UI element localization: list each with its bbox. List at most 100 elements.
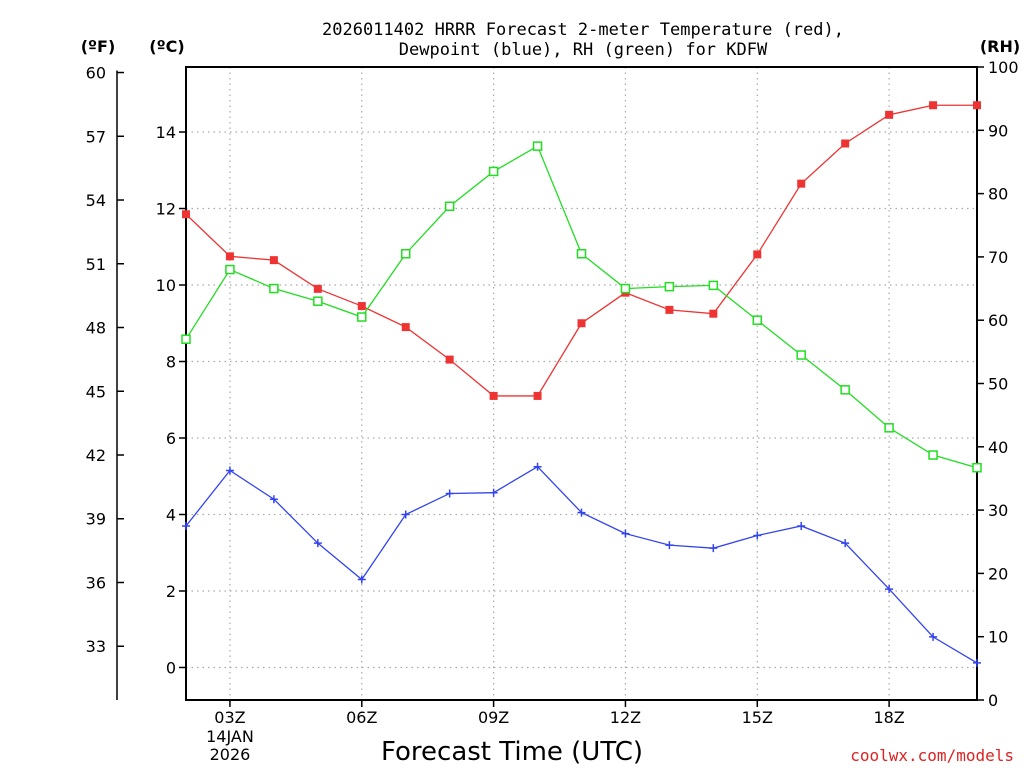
temperature-point-5 <box>401 323 410 332</box>
rh-tick-label-70: 70 <box>988 248 1008 267</box>
rh-tick-label-30: 30 <box>988 501 1008 520</box>
rh-tick-label-60: 60 <box>988 311 1008 330</box>
chart-title-line-1: 2026011402 HRRR Forecast 2-meter Tempera… <box>322 20 844 40</box>
x-axis-title: Forecast Time (UTC) <box>381 737 643 767</box>
f-tick-label-57: 57 <box>86 127 106 146</box>
temperature-point-2 <box>269 256 278 265</box>
dewpoint-point-5 <box>401 510 410 519</box>
temperature-point-15 <box>841 139 850 148</box>
dewpoint-point-3 <box>313 539 322 548</box>
c-tick-label-8: 8 <box>166 353 176 372</box>
dewpoint-point-14 <box>797 521 806 530</box>
f-tick-label-33: 33 <box>86 637 106 656</box>
rh-point-4 <box>357 312 367 322</box>
rh-unit-label: (RH) <box>980 37 1020 56</box>
c-tick-label-2: 2 <box>166 582 176 601</box>
temperature-point-4 <box>357 302 366 311</box>
chart-title-line-2: Dewpoint (blue), RH (green) for KDFW <box>399 40 768 60</box>
dewpoint-point-0 <box>182 521 190 530</box>
c-tick-label-12: 12 <box>156 200 176 219</box>
temperature-point-17 <box>929 101 938 110</box>
dewpoint-point-18 <box>973 658 981 667</box>
rh-tick-label-20: 20 <box>988 564 1008 583</box>
rh-point-1 <box>225 264 235 275</box>
rh-tick-label-10: 10 <box>988 628 1008 647</box>
series-temperature <box>182 101 981 400</box>
f-tick-label-39: 39 <box>86 510 106 529</box>
dewpoint-point-7 <box>489 488 498 497</box>
temperature-point-3 <box>313 284 322 293</box>
c-tick-label-10: 10 <box>156 276 176 295</box>
dewpoint-line <box>185 465 978 664</box>
temperature-point-14 <box>797 179 806 188</box>
grid <box>186 67 977 700</box>
rh-point-8 <box>532 141 543 151</box>
temperature-point-8 <box>533 391 542 400</box>
temperature-point-1 <box>225 252 234 261</box>
rh-point-17 <box>928 450 938 460</box>
rh-point-5 <box>400 248 411 259</box>
dewpoint-point-17 <box>929 632 938 641</box>
rh-point-18 <box>972 462 982 473</box>
x-tick-label-06Z: 06Z <box>346 708 377 727</box>
rh-point-16 <box>884 423 894 433</box>
rh-point-6 <box>444 201 455 212</box>
x-tick-label-09Z: 09Z <box>478 708 509 727</box>
rh-tick-label-80: 80 <box>988 185 1008 204</box>
rh-point-12 <box>708 280 719 291</box>
x-tick-label-12Z: 12Z <box>610 708 641 727</box>
dewpoint-point-13 <box>753 531 762 540</box>
dewpoint-point-9 <box>577 508 586 517</box>
rh-tick-label-40: 40 <box>988 438 1008 457</box>
temperature-point-12 <box>709 309 718 318</box>
rh-point-7 <box>488 166 499 177</box>
c-tick-label-6: 6 <box>166 429 176 448</box>
dewpoint-point-2 <box>269 495 278 504</box>
f-tick-label-60: 60 <box>86 64 106 83</box>
dewpoint-point-6 <box>445 489 454 498</box>
rh-tick-label-0: 0 <box>988 691 998 710</box>
credit-link[interactable]: coolwx.com/models <box>850 746 1014 765</box>
rh-line <box>185 145 978 469</box>
series <box>181 101 982 667</box>
dewpoint-point-4 <box>357 575 366 584</box>
c-tick-label-0: 0 <box>166 658 176 677</box>
temperature-point-18 <box>973 101 981 110</box>
temperature-point-13 <box>753 250 762 259</box>
dewpoint-point-10 <box>621 529 630 538</box>
rh-point-2 <box>269 283 279 294</box>
temperature-point-6 <box>445 355 454 364</box>
rh-point-0 <box>181 334 191 344</box>
rh-tick-label-50: 50 <box>988 375 1008 394</box>
temperature-point-0 <box>182 210 190 219</box>
x-tick-label-18Z: 18Z <box>873 708 904 727</box>
f-tick-label-42: 42 <box>86 446 106 465</box>
dewpoint-point-1 <box>225 466 234 475</box>
f-tick-label-51: 51 <box>86 255 106 274</box>
dewpoint-point-8 <box>533 462 542 471</box>
series-rh <box>181 141 982 473</box>
dewpoint-point-15 <box>841 539 850 548</box>
x-tick-label-03Z: 03Z <box>214 708 245 727</box>
dewpoint-point-16 <box>885 585 894 594</box>
dewpoint-point-11 <box>665 541 674 550</box>
rh-point-13 <box>752 315 763 325</box>
series-dewpoint <box>182 462 981 667</box>
x-tick-sublabel-14JAN: 14JAN <box>206 727 254 746</box>
f-tick-label-36: 36 <box>86 573 106 592</box>
temperature-point-11 <box>665 305 674 314</box>
rh-point-9 <box>576 248 587 259</box>
rh-tick-label-90: 90 <box>988 121 1008 140</box>
f-tick-label-48: 48 <box>86 319 106 338</box>
rh-point-11 <box>664 281 675 292</box>
rh-point-3 <box>313 296 323 306</box>
c-tick-label-4: 4 <box>166 505 176 524</box>
rh-point-10 <box>620 283 631 294</box>
rh-tick-label-100: 100 <box>988 58 1019 77</box>
temperature-point-7 <box>489 391 498 400</box>
rh-point-14 <box>796 350 806 360</box>
rh-point-15 <box>840 385 850 395</box>
